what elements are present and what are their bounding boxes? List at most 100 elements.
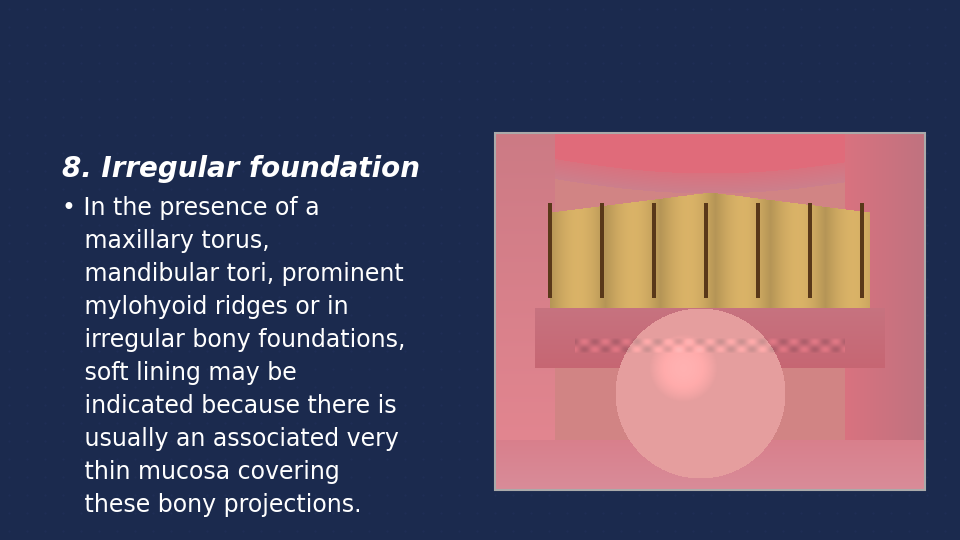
Point [469, 418, 485, 427]
Point [488, 329, 503, 338]
Point [505, 5, 520, 14]
Point [163, 113, 179, 122]
Point [560, 77, 575, 85]
Point [379, 256, 395, 265]
Point [488, 113, 503, 122]
Point [721, 310, 736, 319]
Point [235, 167, 251, 176]
Point [632, 455, 647, 463]
Point [667, 491, 683, 500]
Point [307, 167, 323, 176]
Point [649, 383, 664, 391]
Point [181, 185, 197, 193]
Point [883, 472, 899, 481]
Point [235, 509, 251, 517]
Point [1, 472, 16, 481]
Point [73, 310, 88, 319]
Point [632, 310, 647, 319]
Point [361, 202, 376, 211]
Point [235, 472, 251, 481]
Point [757, 437, 773, 445]
Point [721, 148, 736, 157]
Point [632, 256, 647, 265]
Point [416, 364, 431, 373]
Point [56, 418, 71, 427]
Point [505, 113, 520, 122]
Point [1, 221, 16, 230]
Point [145, 401, 160, 409]
Point [344, 148, 359, 157]
Point [253, 94, 269, 103]
Point [920, 221, 935, 230]
Point [181, 383, 197, 391]
Point [416, 455, 431, 463]
Point [829, 77, 845, 85]
Point [541, 94, 557, 103]
Point [776, 383, 791, 391]
Point [253, 455, 269, 463]
Point [200, 202, 215, 211]
Point [145, 455, 160, 463]
Point [433, 40, 448, 49]
Point [811, 256, 827, 265]
Point [307, 256, 323, 265]
Point [344, 418, 359, 427]
Point [577, 383, 592, 391]
Point [253, 472, 269, 481]
Point [253, 239, 269, 247]
Point [433, 275, 448, 284]
Point [307, 491, 323, 500]
Point [235, 418, 251, 427]
Point [163, 148, 179, 157]
Point [163, 221, 179, 230]
Point [289, 221, 304, 230]
Point [649, 113, 664, 122]
Point [776, 401, 791, 409]
Point [379, 364, 395, 373]
Point [145, 437, 160, 445]
Point [344, 383, 359, 391]
Point [865, 256, 880, 265]
Point [397, 509, 413, 517]
Point [739, 293, 755, 301]
Point [433, 113, 448, 122]
Point [757, 347, 773, 355]
Point [901, 383, 917, 391]
Point [848, 491, 863, 500]
Point [289, 364, 304, 373]
Text: 8. Irregular foundation: 8. Irregular foundation [62, 155, 420, 183]
Point [541, 202, 557, 211]
Point [704, 437, 719, 445]
Point [56, 275, 71, 284]
Point [632, 77, 647, 85]
Point [595, 418, 611, 427]
Point [776, 347, 791, 355]
Point [595, 401, 611, 409]
Point [289, 167, 304, 176]
Point [307, 202, 323, 211]
Point [721, 113, 736, 122]
Point [145, 509, 160, 517]
Point [632, 239, 647, 247]
Text: maxillary torus,: maxillary torus, [62, 229, 270, 253]
Point [523, 509, 539, 517]
Point [488, 131, 503, 139]
Point [488, 455, 503, 463]
Point [811, 221, 827, 230]
Point [829, 275, 845, 284]
Point [272, 437, 287, 445]
Point [829, 401, 845, 409]
Point [1, 401, 16, 409]
Point [920, 293, 935, 301]
Point [577, 455, 592, 463]
Point [344, 347, 359, 355]
Point [235, 275, 251, 284]
Point [577, 94, 592, 103]
Point [523, 293, 539, 301]
Point [128, 256, 143, 265]
Point [344, 5, 359, 14]
Point [793, 94, 808, 103]
Point [649, 221, 664, 230]
Point [848, 256, 863, 265]
Point [829, 94, 845, 103]
